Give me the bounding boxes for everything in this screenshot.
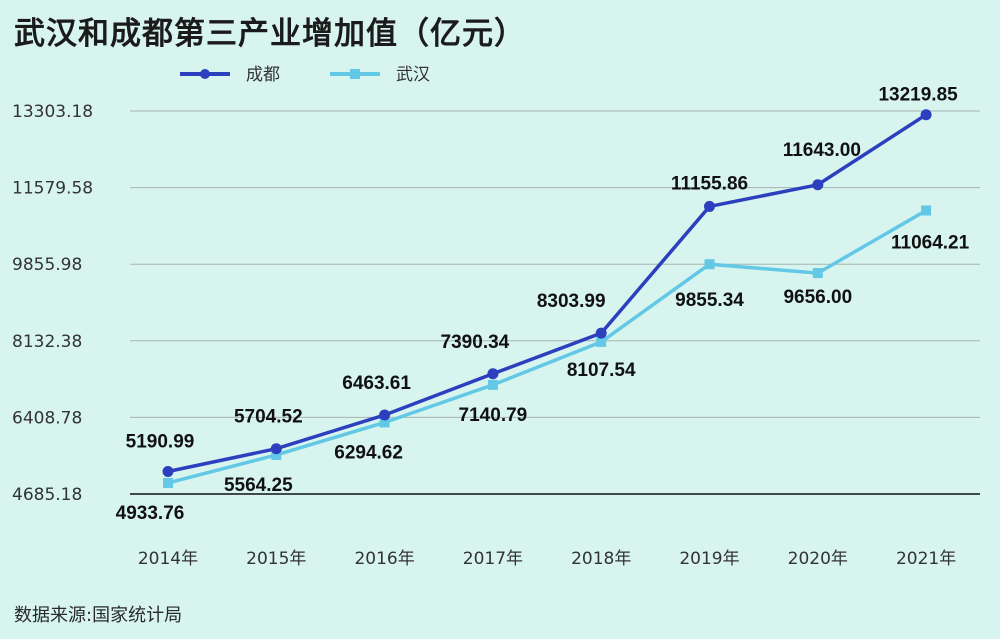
chengdu-point <box>812 179 824 191</box>
wuhan-point <box>704 259 715 270</box>
wuhan-data-label: 11064.21 <box>891 233 970 254</box>
wuhan-data-label: 8107.54 <box>567 360 636 381</box>
chengdu-line <box>167 113 928 474</box>
legend-label: 成都 <box>246 65 280 85</box>
y-tick-label: 6408.78 <box>12 408 82 428</box>
chengdu-point <box>704 200 715 212</box>
chengdu-data-label: 11643.00 <box>783 140 861 161</box>
chengdu-point <box>270 443 282 455</box>
wuhan-point <box>163 477 173 488</box>
chengdu-point <box>162 466 174 478</box>
wuhan-data-label: 6294.62 <box>334 442 403 463</box>
x-tick-label: 2015年 <box>246 549 306 569</box>
chengdu-point <box>379 409 391 421</box>
legend-label: 武汉 <box>396 65 430 85</box>
wuhan-data-label: 9656.00 <box>783 287 852 308</box>
chengdu-data-label: 13219.85 <box>878 85 958 106</box>
wuhan-point <box>487 379 498 390</box>
chengdu-point <box>487 368 499 380</box>
y-tick-label: 11579.58 <box>12 179 93 199</box>
chengdu-data-label: 5190.99 <box>126 432 195 453</box>
x-tick-label: 2021年 <box>896 549 956 569</box>
y-tick-label: 8132.38 <box>12 332 82 352</box>
x-tick-label: 2016年 <box>354 549 414 569</box>
chart-title: 武汉和成都第三产业增加值（亿元） <box>14 16 526 52</box>
x-tick-label: 2014年 <box>138 549 198 569</box>
legend-marker-circle <box>200 69 210 79</box>
data-source-note: 数据来源:国家统计局 <box>14 605 183 626</box>
legend-marker-square <box>350 69 360 79</box>
wuhan-point <box>271 449 282 460</box>
y-tick-label: 13303.18 <box>12 102 93 122</box>
wuhan-point <box>921 205 932 216</box>
wuhan-point <box>379 417 390 428</box>
chengdu-point <box>595 327 607 339</box>
x-tick-label: 2020年 <box>788 549 848 569</box>
wuhan-data-label: 4933.76 <box>116 503 185 524</box>
wuhan-point <box>812 268 823 279</box>
x-tick-label: 2017年 <box>463 549 523 569</box>
y-tick-label: 9855.98 <box>12 255 82 275</box>
y-tick-label: 4685.18 <box>12 485 82 505</box>
x-tick-label: 2019年 <box>679 549 739 569</box>
chengdu-data-label: 5704.52 <box>234 407 303 428</box>
chengdu-data-label: 8303.99 <box>537 291 606 312</box>
chengdu-data-label: 11155.86 <box>671 173 748 194</box>
chengdu-data-label: 6463.61 <box>342 373 411 394</box>
wuhan-data-label: 7140.79 <box>459 405 528 426</box>
chengdu-point <box>920 109 932 121</box>
wuhan-data-label: 9855.34 <box>675 290 744 311</box>
wuhan-point <box>596 336 607 347</box>
wuhan-line <box>167 208 927 485</box>
wuhan-data-label: 5564.25 <box>224 475 293 496</box>
x-tick-label: 2018年 <box>571 549 631 569</box>
chengdu-data-label: 7390.34 <box>441 332 510 353</box>
